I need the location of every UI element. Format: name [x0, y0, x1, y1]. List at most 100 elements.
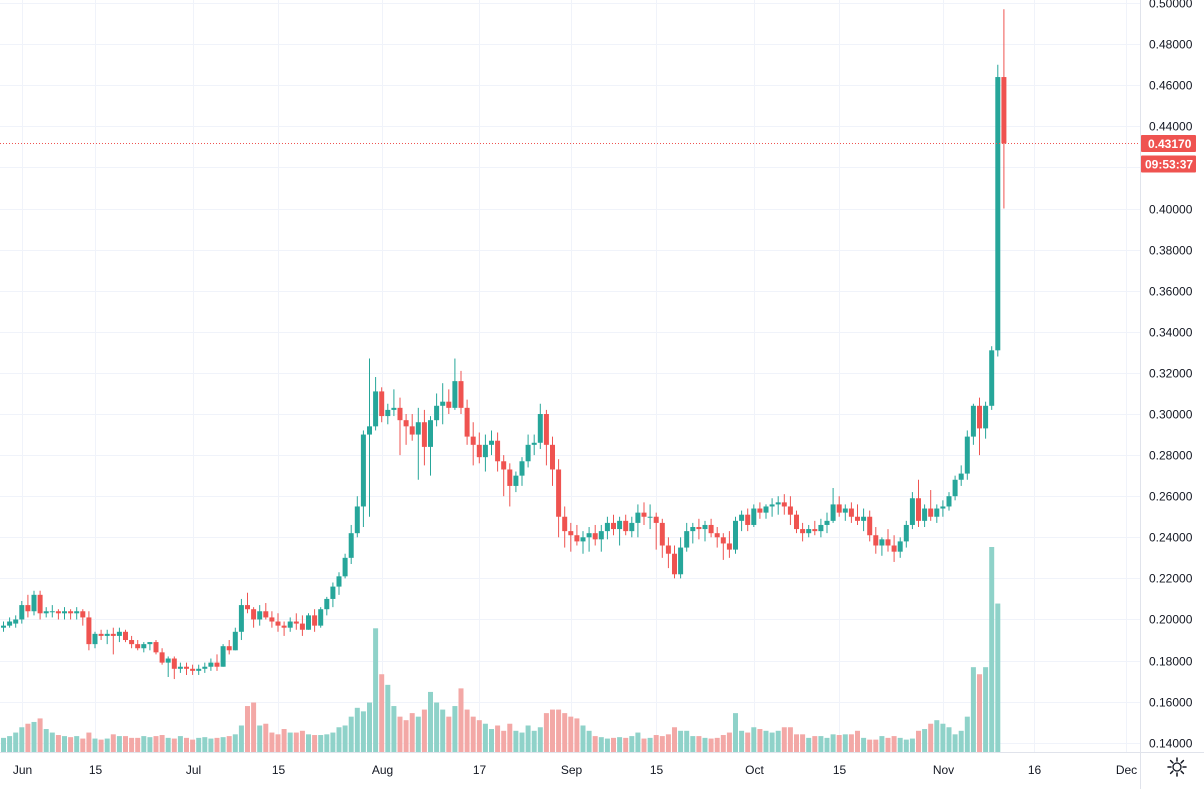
candle	[336, 572, 342, 595]
volume-bar	[373, 628, 379, 752]
y-tick-label: 0.48000	[1149, 38, 1193, 52]
candle	[269, 611, 275, 628]
candle-body	[360, 434, 366, 507]
candle	[220, 644, 226, 667]
candles	[1, 9, 1007, 680]
candle	[861, 508, 867, 532]
volume-bar	[970, 667, 976, 752]
candle	[354, 496, 360, 538]
candle	[769, 498, 775, 517]
candle	[757, 502, 763, 519]
candle	[330, 582, 336, 608]
candle	[897, 537, 903, 558]
candle-body	[775, 502, 781, 505]
candle	[495, 432, 501, 472]
candle	[989, 346, 995, 410]
candle	[574, 524, 580, 546]
volume-bar	[1, 737, 6, 752]
volume-bar	[916, 730, 921, 752]
candle	[385, 403, 391, 425]
volume-bar	[397, 716, 403, 752]
candle-body	[177, 666, 183, 669]
volume-bar	[757, 729, 763, 752]
y-tick-label: 0.34000	[1149, 326, 1193, 340]
volume-bar	[617, 737, 623, 752]
candle-body	[214, 662, 220, 667]
volume-bar	[123, 736, 128, 752]
candle	[568, 522, 574, 552]
volume-bar	[342, 725, 348, 752]
candle	[1001, 9, 1007, 209]
candle-body	[586, 533, 592, 538]
settings-gear-icon[interactable]	[1166, 756, 1188, 778]
candle-body	[708, 524, 714, 534]
volume-bar	[501, 730, 507, 752]
candle-body	[37, 594, 43, 614]
candle	[324, 596, 330, 616]
candle	[306, 613, 311, 630]
candle	[123, 629, 128, 643]
candle-body	[159, 652, 165, 663]
volume-bar	[989, 547, 995, 752]
candle-body	[257, 611, 263, 620]
candle-body	[68, 611, 74, 614]
volume-bar	[934, 720, 940, 752]
candle	[25, 594, 31, 618]
candle-body	[299, 623, 305, 630]
candle-body	[391, 407, 397, 410]
volume-bar	[891, 736, 897, 752]
volume-bar	[690, 736, 696, 752]
volume-bar	[7, 736, 13, 752]
volume-bar	[312, 735, 318, 752]
y-tick-label: 0.20000	[1149, 613, 1193, 627]
volume-bar	[171, 738, 177, 752]
candle	[775, 496, 781, 515]
candle-body	[43, 611, 49, 614]
candle	[446, 389, 452, 415]
candle	[580, 531, 586, 554]
candle	[696, 518, 702, 540]
candle-body	[623, 520, 629, 532]
candle-body	[647, 516, 653, 518]
candle-body	[428, 420, 433, 447]
candle-body	[513, 475, 519, 486]
candle-body	[1001, 77, 1007, 144]
candle	[74, 607, 80, 620]
candle	[586, 527, 592, 552]
candle-body	[13, 619, 19, 624]
volume-bar	[147, 737, 153, 752]
candle-body	[543, 414, 549, 445]
candle	[428, 416, 433, 476]
y-tick-label: 0.30000	[1149, 408, 1193, 422]
candle-body	[232, 631, 238, 651]
candle	[458, 370, 464, 415]
candle	[519, 457, 525, 486]
volume-bar	[391, 706, 397, 752]
candle	[62, 607, 67, 620]
y-tick-label: 0.26000	[1149, 490, 1193, 504]
candle	[952, 475, 958, 501]
candle-body	[855, 516, 860, 521]
candle	[873, 527, 879, 554]
candle	[373, 377, 379, 431]
current-price-label-bg	[1141, 135, 1196, 152]
candle-body	[434, 405, 440, 421]
volume-bar	[702, 737, 708, 752]
volume-bar	[318, 735, 324, 752]
volume-bar	[855, 730, 860, 752]
candle	[708, 518, 714, 538]
volume-bar	[525, 725, 531, 752]
candle-body	[330, 586, 336, 599]
volume-bar	[611, 737, 616, 752]
volume-bar	[330, 732, 336, 752]
volume-bar	[873, 739, 879, 752]
volume-bar	[995, 603, 1001, 752]
candle	[141, 642, 147, 653]
candle-body	[806, 529, 812, 534]
candle-body	[653, 516, 659, 523]
candle-body	[98, 633, 104, 636]
volume-bar	[293, 732, 299, 752]
